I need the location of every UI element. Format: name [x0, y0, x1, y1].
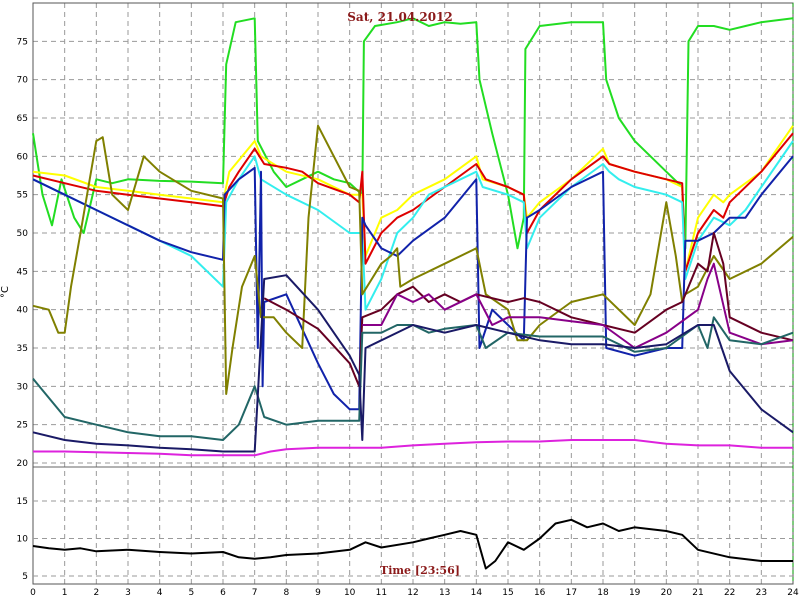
x-tick-label: 24	[787, 588, 799, 598]
x-tick-label: 8	[283, 588, 289, 598]
y-tick-label: 40	[17, 306, 29, 316]
y-tick-label: 65	[17, 114, 28, 124]
x-tick-label: 17	[566, 588, 577, 598]
y-tick-label: 70	[17, 76, 29, 86]
x-tick-label: 9	[315, 588, 321, 598]
series-bottom	[32, 518, 793, 570]
x-tick-label: 1	[62, 588, 68, 598]
x-tick-label: 19	[629, 588, 641, 598]
x-tick-label: 15	[502, 588, 513, 598]
x-tick-label: 16	[534, 588, 546, 598]
series-top	[32, 17, 794, 457]
x-tick-label: 11	[376, 588, 387, 598]
y-axis-label: °C	[0, 286, 11, 298]
y-tick-label: 35	[17, 344, 28, 354]
tick-labels: 0 1 2 3 4 5 6 7 8 9 10 11 12 13 14 15 16 17 18 19 20 21 22 23 24…	[17, 37, 799, 598]
grid-bottom	[33, 500, 793, 577]
x-tick-label: 21	[692, 588, 703, 598]
x-tick-label: 18	[597, 588, 609, 598]
x-tick-label: 7	[252, 588, 258, 598]
temperature-series-line	[32, 17, 794, 250]
temperature-series-line	[32, 124, 794, 395]
chart-title: Sat, 21.04.2012	[347, 10, 453, 24]
y-tick-label: 75	[17, 37, 28, 47]
x-tick-label: 22	[724, 588, 735, 598]
y-tick-label: 30	[17, 382, 29, 392]
temperature-series-line	[32, 316, 794, 441]
temperature-series-line	[32, 274, 794, 453]
y-tick-label-bottom: 15	[17, 497, 28, 507]
lower-series-line	[32, 518, 793, 570]
temperature-series-line	[32, 140, 794, 311]
y-tick-label-bottom: 5	[22, 572, 28, 582]
y-tick-label: 50	[17, 229, 29, 239]
y-tick-label: 45	[17, 267, 28, 277]
y-tick-label: 25	[17, 421, 28, 431]
y-tick-label: 55	[17, 191, 28, 201]
y-tick-label-bottom: 10	[17, 535, 29, 545]
x-tick-label: 4	[157, 588, 163, 598]
x-tick-label: 5	[188, 588, 194, 598]
y-tick-label: 60	[17, 152, 29, 162]
time-annotation: Time [23:56]	[380, 564, 460, 577]
x-tick-label: 10	[344, 588, 356, 598]
x-tick-label: 13	[439, 588, 450, 598]
x-tick-label: 12	[407, 588, 418, 598]
temperature-series-line	[33, 439, 793, 457]
x-tick-label: 23	[756, 588, 767, 598]
grid-top	[32, 2, 794, 585]
x-tick-label: 14	[471, 588, 483, 598]
x-tick-label: 2	[93, 588, 99, 598]
y-tick-label: 20	[17, 459, 29, 469]
x-tick-label: 20	[661, 588, 673, 598]
temperature-series-line	[362, 262, 794, 349]
x-tick-label: 3	[125, 588, 131, 598]
x-tick-label: 0	[30, 588, 36, 598]
x-tick-label: 6	[220, 588, 226, 598]
